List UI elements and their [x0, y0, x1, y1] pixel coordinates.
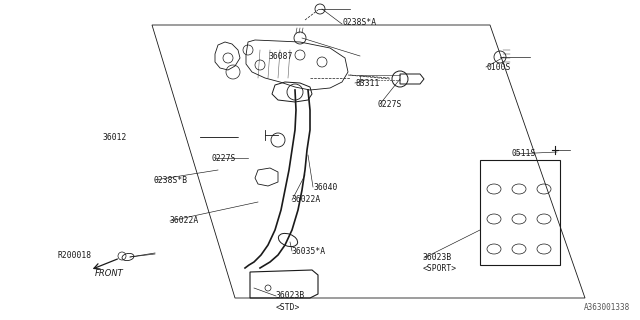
Text: 36035*A: 36035*A [291, 247, 325, 256]
Text: 36040: 36040 [314, 183, 338, 192]
Text: 36023B: 36023B [422, 253, 452, 262]
Text: FRONT: FRONT [95, 269, 124, 278]
Text: 36012: 36012 [102, 133, 127, 142]
Text: R200018: R200018 [58, 252, 92, 260]
Text: 0227S: 0227S [378, 100, 402, 108]
Text: 36022A: 36022A [170, 216, 199, 225]
Text: 0227S: 0227S [211, 154, 236, 163]
Text: <STD>: <STD> [275, 303, 300, 312]
Text: 36023B: 36023B [275, 292, 305, 300]
Text: A363001338: A363001338 [584, 303, 630, 312]
Text: 0511S: 0511S [512, 149, 536, 158]
Text: 0238S*B: 0238S*B [154, 176, 188, 185]
Text: <SPORT>: <SPORT> [422, 264, 456, 273]
Text: 36022A: 36022A [291, 196, 321, 204]
Text: 0238S*A: 0238S*A [342, 18, 376, 27]
Text: 0100S: 0100S [486, 63, 511, 72]
Text: 36087: 36087 [269, 52, 293, 60]
Text: 83311: 83311 [355, 79, 380, 88]
